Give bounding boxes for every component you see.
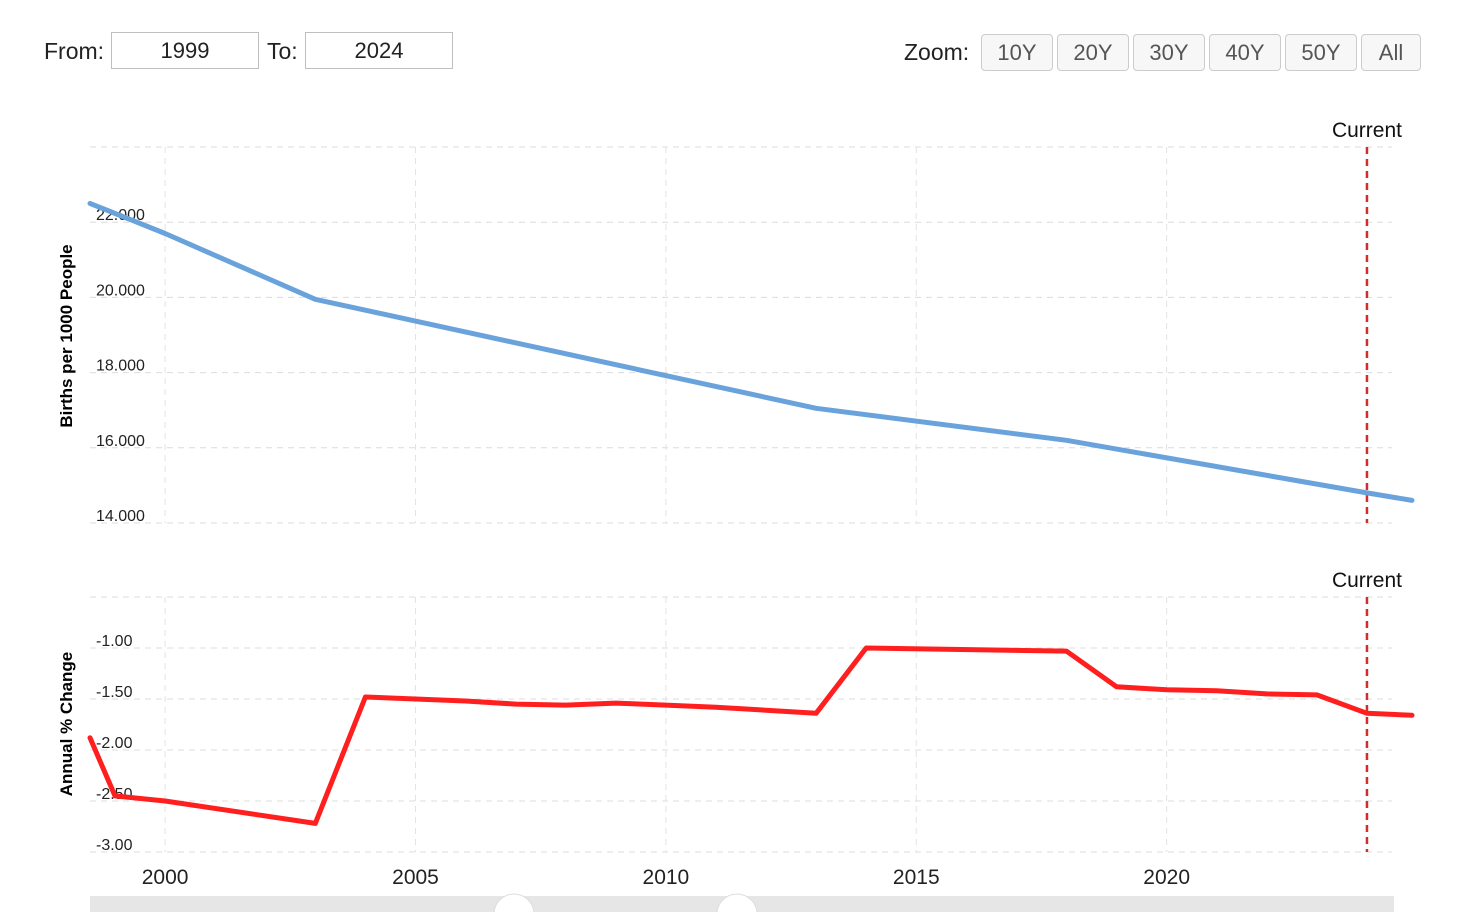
x-tick-label: 2010	[643, 866, 690, 889]
change-vertical-grid	[164, 597, 1168, 852]
from-label: From:	[44, 38, 105, 64]
navigator-handle-left[interactable]	[493, 893, 535, 912]
change-series-line	[87, 645, 1415, 826]
to-input[interactable]: 2024	[305, 32, 453, 69]
births-grid	[90, 146, 1392, 524]
change-y-axis-label: Annual % Change	[57, 652, 76, 797]
zoom-10y-button[interactable]: 10Y	[981, 34, 1053, 71]
x-axis-tick-labels: 2000 2005 2010 2015 2020	[142, 866, 1190, 889]
x-tick-label: 2005	[392, 866, 439, 889]
navigator[interactable]	[90, 893, 1394, 912]
y-tick-label: 16.000	[96, 433, 145, 450]
navigator-handle-right[interactable]	[716, 893, 758, 912]
annual-change-panel: -3.00-2.50-2.00-1.50-1.00 Annual % Chang…	[57, 569, 1415, 854]
births-y-axis-label: Births per 1000 People	[57, 244, 76, 427]
change-grid	[90, 596, 1392, 853]
y-tick-label: 20.000	[96, 282, 145, 299]
y-tick-label: 18.000	[96, 358, 145, 375]
to-label: To:	[267, 38, 298, 64]
zoom-all-button[interactable]: All	[1361, 34, 1421, 71]
x-tick-label: 2015	[893, 866, 940, 889]
x-tick-label: 2020	[1143, 866, 1190, 889]
change-current-label: Current	[1332, 569, 1402, 592]
y-tick-label: -1.00	[96, 633, 133, 650]
zoom-50y-button[interactable]: 50Y	[1285, 34, 1357, 71]
births-vertical-grid	[164, 147, 1168, 523]
zoom-40y-button[interactable]: 40Y	[1209, 34, 1281, 71]
y-tick-label: -3.00	[96, 837, 133, 854]
zoom-30y-button[interactable]: 30Y	[1133, 34, 1205, 71]
births-current-label: Current	[1332, 119, 1402, 142]
change-y-tick-labels: -3.00-2.50-2.00-1.50-1.00	[96, 633, 133, 854]
y-tick-label: -1.50	[96, 684, 133, 701]
y-tick-label: 14.000	[96, 508, 145, 525]
y-tick-label: -2.00	[96, 735, 133, 752]
zoom-20y-button[interactable]: 20Y	[1057, 34, 1129, 71]
x-tick-label: 2000	[142, 866, 189, 889]
from-input[interactable]: 1999	[111, 32, 259, 69]
births-series-line	[87, 200, 1415, 503]
zoom-label: Zoom:	[904, 39, 970, 65]
